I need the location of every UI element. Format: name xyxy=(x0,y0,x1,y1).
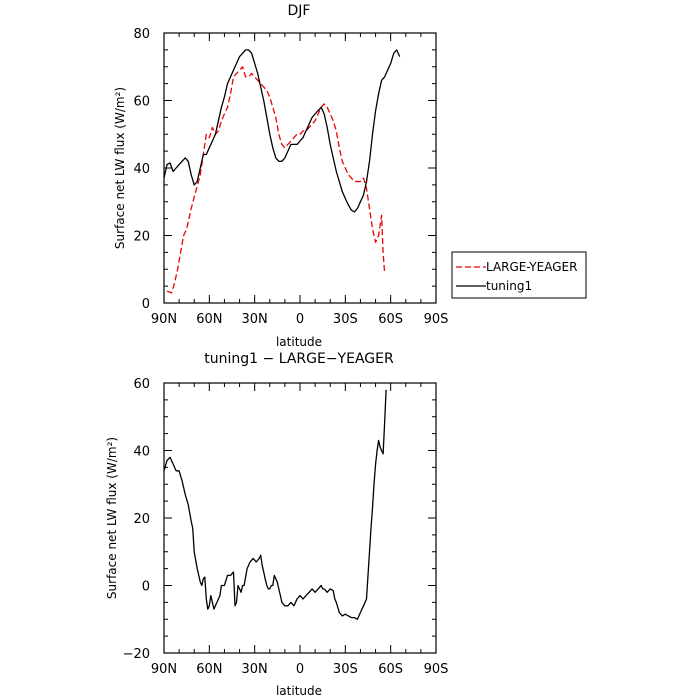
bottom-panel: tuning1 − LARGE−YEAGER latitude Surface … xyxy=(105,351,448,698)
top-y-axis-label: Surface net LW flux (W/m²) xyxy=(113,87,127,249)
bottom-y-tick-label: 40 xyxy=(133,445,150,460)
top-y-tick-label: 40 xyxy=(133,162,150,177)
top-chart-title: DJF xyxy=(288,3,311,19)
bottom-x-tick-label: 60N xyxy=(196,662,222,677)
top-series-line-large-yeager xyxy=(166,66,386,294)
top-x-tick-label: 30N xyxy=(242,312,268,327)
bottom-x-tick-label: 60S xyxy=(378,662,403,677)
top-x-tick-label: 60S xyxy=(378,312,403,327)
bottom-plot-frame xyxy=(163,382,437,654)
legend-label-large-yeager: LARGE-YEAGER xyxy=(486,260,577,274)
top-y-tick-label: 20 xyxy=(133,230,150,245)
bottom-x-tick-label: 30N xyxy=(242,662,268,677)
top-x-tick-label: 90S xyxy=(424,312,449,327)
bottom-x-tick-label: 90N xyxy=(151,662,177,677)
legend-box xyxy=(451,251,587,299)
bottom-y-tick-label: −20 xyxy=(123,647,150,662)
bottom-x-tick-label: 90S xyxy=(424,662,449,677)
bottom-y-tick-label: 60 xyxy=(133,377,150,392)
bottom-y-tick-label: 0 xyxy=(142,580,150,595)
top-x-axis-label: latitude xyxy=(276,335,322,349)
top-y-tick-label: 0 xyxy=(142,297,150,312)
bottom-y-axis-label: Surface net LW flux (W/m²) xyxy=(105,437,119,599)
top-plot-frame xyxy=(163,32,437,304)
legend: LARGE-YEAGER tuning1 xyxy=(451,251,587,299)
top-x-tick-label: 0 xyxy=(296,312,304,327)
top-y-tick-label: 80 xyxy=(133,27,150,42)
legend-label-tuning1: tuning1 xyxy=(486,279,532,293)
bottom-x-tick-label: 0 xyxy=(296,662,304,677)
bottom-y-tick-label: 20 xyxy=(133,512,150,527)
top-x-tick-label: 90N xyxy=(151,312,177,327)
top-series-line-tuning1 xyxy=(163,49,401,213)
top-panel: DJF latitude Surface net LW flux (W/m²) … xyxy=(113,3,448,349)
top-x-tick-label: 30S xyxy=(333,312,358,327)
bottom-chart-title: tuning1 − LARGE−YEAGER xyxy=(204,351,394,367)
top-x-tick-label: 60N xyxy=(196,312,222,327)
bottom-series-line-difference xyxy=(163,389,387,620)
top-y-tick-label: 60 xyxy=(133,95,150,110)
bottom-x-axis-label: latitude xyxy=(276,684,322,698)
bottom-x-tick-label: 30S xyxy=(333,662,358,677)
